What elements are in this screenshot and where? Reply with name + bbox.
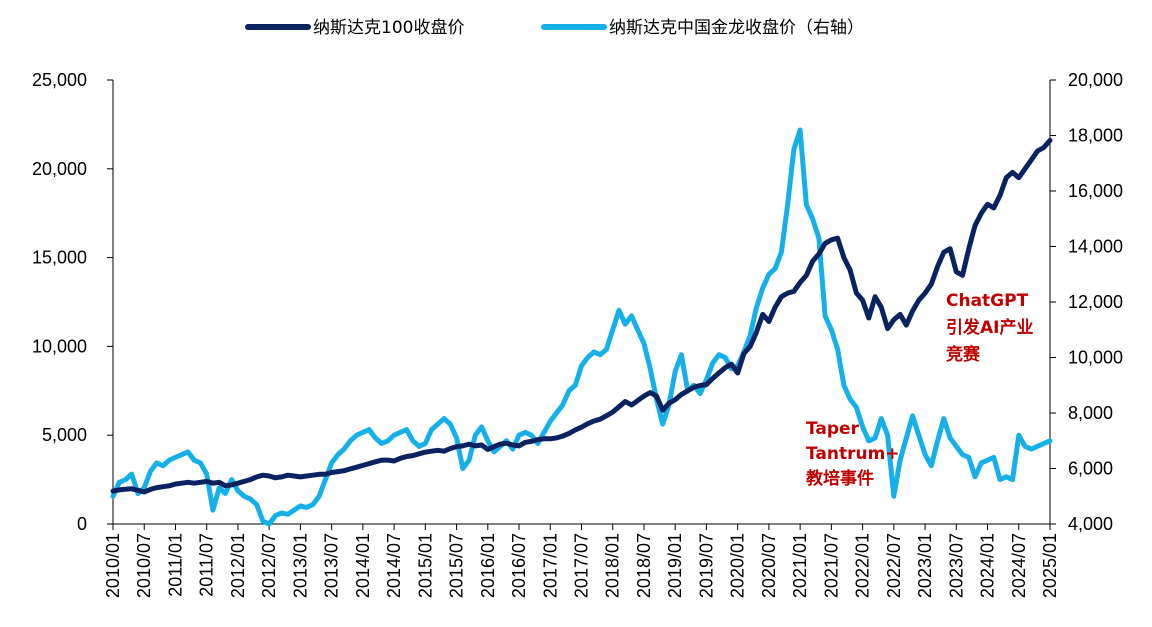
x-tick-label: 2010/01 bbox=[103, 533, 123, 598]
y-axis-right-ticks: 4,000 6,000 8,000 10,000 12,000 14,000 16,000 1… bbox=[1050, 70, 1123, 534]
y-axis-left-ticks: 0 5,000 10,000 15,000 20,000 25,000 bbox=[32, 70, 113, 534]
y-right-tick-label: 10,000 bbox=[1068, 348, 1123, 368]
annotation-chatgpt-line-3: 竞赛 bbox=[946, 344, 981, 365]
x-tick-label: 2019/01 bbox=[665, 533, 685, 598]
series-nasdaq100-line bbox=[110, 137, 1053, 495]
y-left-tick-label: 0 bbox=[77, 514, 87, 534]
x-tick-label: 2022/07 bbox=[884, 533, 904, 598]
annotation-taper-line-2: Tantrum+ bbox=[806, 444, 900, 464]
x-tick-label: 2014/01 bbox=[353, 533, 373, 598]
x-tick-label: 2024/07 bbox=[1009, 533, 1029, 598]
series-layer bbox=[110, 127, 1053, 527]
x-tick-label: 2013/01 bbox=[290, 533, 310, 598]
x-tick-label: 2012/07 bbox=[259, 533, 279, 598]
y-right-tick-label: 4,000 bbox=[1068, 514, 1113, 534]
y-left-tick-label: 20,000 bbox=[32, 159, 87, 179]
x-tick-label: 2017/01 bbox=[540, 533, 560, 598]
y-left-tick-label: 5,000 bbox=[42, 425, 87, 445]
x-tick-label: 2023/01 bbox=[915, 533, 935, 598]
x-tick-label: 2011/01 bbox=[165, 533, 185, 597]
y-right-tick-label: 6,000 bbox=[1068, 459, 1113, 479]
annotation-taper-line-1: Taper bbox=[806, 419, 860, 439]
x-tick-label: 2015/01 bbox=[415, 533, 435, 598]
x-tick-label: 2010/07 bbox=[134, 533, 154, 598]
legend-label-golden-dragon: 纳斯达克中国金龙收盘价（右轴） bbox=[609, 18, 864, 38]
x-tick-label: 2024/01 bbox=[978, 533, 998, 598]
x-tick-label: 2019/07 bbox=[696, 533, 716, 598]
x-tick-label: 2016/07 bbox=[509, 533, 529, 598]
x-tick-label: 2014/07 bbox=[384, 533, 404, 598]
x-tick-label: 2023/07 bbox=[946, 533, 966, 598]
y-right-tick-label: 20,000 bbox=[1068, 70, 1123, 90]
x-tick-label: 2015/07 bbox=[447, 533, 467, 598]
x-tick-label: 2022/01 bbox=[853, 533, 873, 598]
x-tick-label: 2020/07 bbox=[759, 533, 779, 598]
annotations: ChatGPT 引发AI产业 竞赛 Taper Tantrum+ 教培事件 bbox=[805, 291, 1033, 489]
y-right-tick-label: 18,000 bbox=[1068, 126, 1123, 146]
x-tick-label: 2018/07 bbox=[634, 533, 654, 598]
legend: 纳斯达克100收盘价 纳斯达克中国金龙收盘价（右轴） bbox=[245, 18, 864, 38]
y-right-tick-label: 16,000 bbox=[1068, 181, 1123, 201]
y-left-tick-label: 25,000 bbox=[32, 70, 87, 90]
x-tick-label: 2021/01 bbox=[790, 533, 810, 598]
x-tick-label: 2017/07 bbox=[572, 533, 592, 598]
y-right-tick-label: 12,000 bbox=[1068, 292, 1123, 312]
annotation-chatgpt-line-2: 引发AI产业 bbox=[946, 317, 1033, 338]
x-tick-label: 2025/01 bbox=[1040, 533, 1060, 598]
x-tick-label: 2021/07 bbox=[821, 533, 841, 598]
x-tick-label: 2012/01 bbox=[228, 533, 248, 598]
x-axis-ticks: 2010/01 2010/07 2011/01 2011/07 2012/01 2012/… bbox=[103, 524, 1060, 598]
x-tick-label: 2013/07 bbox=[322, 533, 342, 598]
axes bbox=[112, 80, 1051, 525]
y-right-tick-label: 8,000 bbox=[1068, 403, 1113, 423]
series-golden-dragon-line bbox=[110, 127, 1053, 527]
annotation-chatgpt-line-1: ChatGPT bbox=[946, 291, 1029, 311]
y-left-tick-label: 15,000 bbox=[32, 248, 87, 268]
y-right-tick-label: 14,000 bbox=[1068, 237, 1123, 257]
y-left-tick-label: 10,000 bbox=[32, 336, 87, 356]
x-tick-label: 2016/01 bbox=[478, 533, 498, 598]
annotation-taper-line-3: 教培事件 bbox=[805, 468, 874, 489]
x-tick-label: 2011/07 bbox=[197, 533, 217, 597]
legend-label-nasdaq100: 纳斯达克100收盘价 bbox=[313, 18, 464, 38]
x-tick-label: 2020/01 bbox=[728, 533, 748, 598]
x-tick-label: 2018/01 bbox=[603, 533, 623, 598]
